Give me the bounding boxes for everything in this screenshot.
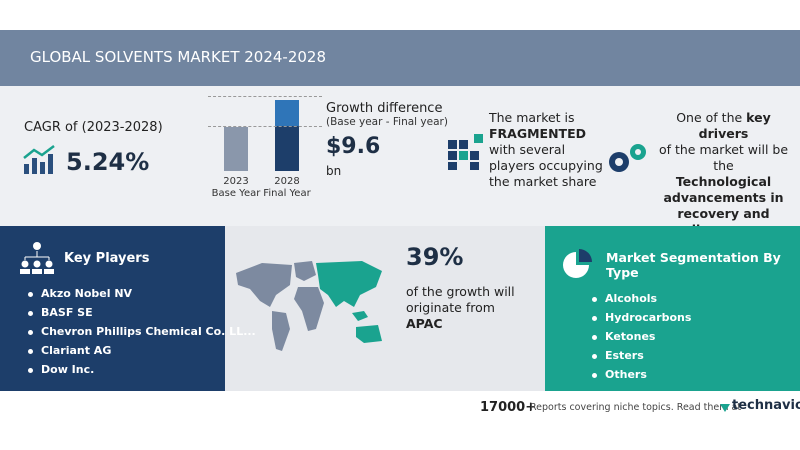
year: 2023 (223, 176, 249, 187)
growth-title: Growth difference (326, 101, 443, 116)
drivers-line: Technological (651, 174, 796, 190)
year-label: Final Year (263, 188, 311, 199)
player-row: Dow Inc. (28, 360, 256, 379)
player-row: Clariant AG (28, 341, 256, 360)
drivers-line: advancements in (651, 190, 796, 206)
drivers-text: One of the (676, 110, 747, 125)
dash (208, 126, 322, 127)
segment: Alcohols (605, 292, 658, 305)
segment-title: Market Segmentation By Type (606, 250, 781, 280)
segment-title-line: Market Segmentation By (606, 250, 781, 265)
drivers-line: of the market will be the (651, 142, 796, 174)
bar-final (275, 126, 299, 171)
bullet (592, 296, 597, 302)
drivers-line: One of the key drivers (651, 110, 796, 142)
region-line: of the growth will (406, 284, 515, 299)
player-row: Chevron Phillips Chemical Co. LL... (28, 322, 256, 341)
bullet (592, 372, 597, 378)
gears-icon (609, 144, 646, 172)
drivers-text: key drivers (698, 110, 771, 141)
bullet (28, 329, 33, 335)
bullet (28, 291, 33, 297)
segment-row: Ketones (592, 327, 691, 346)
region-text: of the growth will originate from APAC (406, 284, 515, 332)
growth-value: $9.6 (326, 134, 381, 159)
brand: technavio (732, 398, 800, 413)
year: 2028 (274, 176, 300, 187)
drivers-text: recovery and (677, 206, 770, 221)
growth-icon (23, 145, 55, 174)
segment-title-line: Type (606, 265, 639, 280)
market-line: The market is (489, 110, 575, 125)
region-panel (225, 226, 545, 391)
footer-count: 17000+ (480, 400, 537, 415)
player: Chevron Phillips Chemical Co. LL... (41, 325, 256, 338)
segment: Hydrocarbons (605, 311, 692, 324)
cagr-value: 5.24% (66, 148, 150, 176)
player-row: Akzo Nobel NV (28, 284, 256, 303)
header-band (0, 30, 800, 86)
segment-row: Others (592, 365, 691, 384)
pie-icon (563, 249, 592, 278)
region-line: originate from (406, 300, 495, 315)
region-line: APAC (406, 316, 443, 331)
world-map (236, 261, 382, 351)
growth-unit: bn (326, 164, 342, 178)
segment-row: Esters (592, 346, 691, 365)
bullet (28, 367, 33, 373)
cagr-label: CAGR of (2023-2028) (24, 120, 163, 135)
bullet (592, 315, 597, 321)
player: Clariant AG (41, 344, 112, 357)
players-title: Key Players (64, 251, 150, 266)
bullet (592, 334, 597, 340)
bar-label: 2028 Final Year (255, 176, 319, 200)
year-label: Base Year (211, 188, 261, 199)
bullet (28, 310, 33, 316)
footer-text: Reports covering niche topics. Read them… (530, 402, 742, 413)
dash (208, 96, 322, 97)
brand-icon (720, 404, 730, 412)
drivers-text: Technological (675, 174, 772, 189)
market-line: players occupying (489, 158, 603, 173)
fragment-icon (448, 134, 483, 170)
segment: Ketones (605, 330, 656, 343)
segment-list: Alcohols Hydrocarbons Ketones Esters Others (592, 289, 691, 384)
title: GLOBAL SOLVENTS MARKET 2024-2028 (30, 48, 327, 66)
player-row: BASF SE (28, 303, 256, 322)
segment-row: Alcohols (592, 289, 691, 308)
summary-band (0, 86, 800, 226)
drivers-line: recovery and (651, 206, 796, 222)
bar-final-top (275, 100, 299, 126)
bar-label: 2023 Base Year (204, 176, 268, 200)
region-share: 39% (406, 243, 464, 271)
player: Dow Inc. (41, 363, 95, 376)
bar-base (224, 127, 248, 171)
players-icon (20, 242, 54, 274)
market-line: FRAGMENTED (489, 126, 586, 141)
market-line: the market share (489, 174, 597, 189)
player: BASF SE (41, 306, 93, 319)
market-line: with several (489, 142, 566, 157)
players-list: Akzo Nobel NV BASF SE Chevron Phillips Che… (28, 284, 256, 379)
drivers-text: of the market will be the (658, 142, 789, 173)
market-text: The market is FRAGMENTED with several playe… (489, 110, 603, 190)
bullet (28, 348, 33, 354)
drivers-text: advancements in (663, 190, 784, 205)
bullet (592, 353, 597, 359)
segment: Esters (605, 349, 644, 362)
segment-row: Hydrocarbons (592, 308, 691, 327)
growth-subtitle: (Base year - Final year) (326, 116, 448, 128)
segment: Others (605, 368, 647, 381)
player: Akzo Nobel NV (41, 287, 133, 300)
